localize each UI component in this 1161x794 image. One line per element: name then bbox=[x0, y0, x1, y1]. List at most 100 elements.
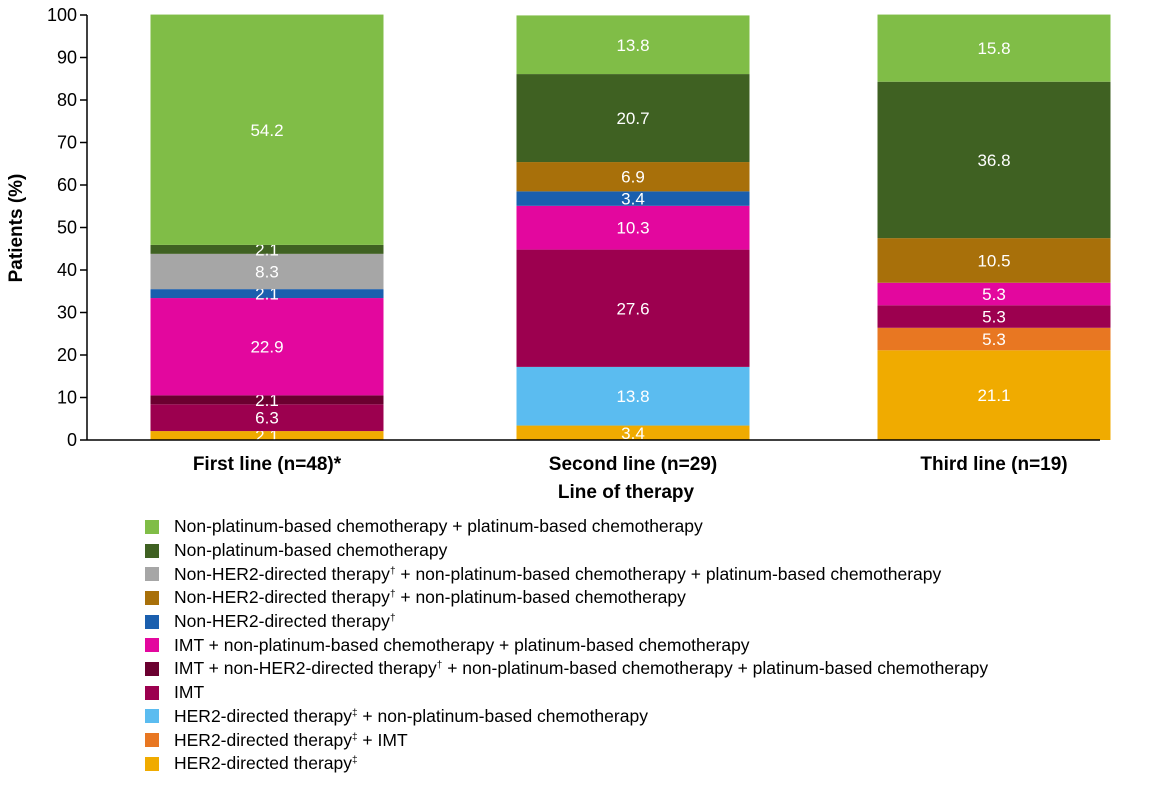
bars: 2.16.32.122.92.18.32.154.23.413.827.610.… bbox=[150, 14, 1111, 446]
bar-segment-her2 bbox=[877, 350, 1111, 440]
legend: Non-platinum-based chemotherapy + platin… bbox=[145, 515, 988, 776]
legend-label: Non-platinum-based chemotherapy + platin… bbox=[174, 516, 703, 537]
y-axis-title: Patients (%) bbox=[6, 174, 27, 283]
data-label: 15.8 bbox=[977, 39, 1010, 58]
data-label: 2.1 bbox=[255, 240, 279, 259]
bar-segment-nonplat bbox=[877, 81, 1111, 239]
bar-segment-nonplat_plat bbox=[150, 14, 384, 245]
bar-segment-nonplat bbox=[516, 74, 750, 163]
legend-label: IMT bbox=[174, 682, 205, 703]
legend-item-nonher2: Non-HER2-directed therapy† bbox=[145, 610, 988, 634]
data-label: 10.5 bbox=[977, 251, 1010, 270]
data-label: 3.4 bbox=[621, 424, 645, 443]
data-label: 36.8 bbox=[977, 151, 1010, 170]
legend-swatch bbox=[145, 685, 159, 700]
bar-segment-her2 bbox=[516, 425, 750, 440]
legend-swatch bbox=[145, 638, 159, 653]
legend-label: Non-HER2-directed therapy† + non-platinu… bbox=[174, 587, 686, 608]
bar-segment-nonplat_plat bbox=[877, 14, 1111, 82]
legend-label: HER2-directed therapy‡ + non-platinum-ba… bbox=[174, 705, 648, 726]
data-label: 2.1 bbox=[255, 427, 279, 446]
legend-item-nonher2_nonplat_plat: Non-HER2-directed therapy† + non-platinu… bbox=[145, 562, 988, 586]
bar-segment-her2_imt bbox=[877, 327, 1111, 351]
data-label: 10.3 bbox=[616, 219, 649, 238]
legend-swatch bbox=[145, 709, 159, 724]
data-label: 54.2 bbox=[250, 121, 283, 140]
legend-swatch bbox=[145, 733, 159, 748]
data-label: 13.8 bbox=[616, 387, 649, 406]
legend-swatch bbox=[145, 543, 159, 558]
bar-segment-nonplat bbox=[150, 244, 384, 254]
legend-label: HER2-directed therapy‡ bbox=[174, 753, 358, 774]
bar-segment-imt_nonplat_plat bbox=[150, 298, 384, 396]
data-label: 5.3 bbox=[982, 285, 1006, 304]
y-tick-label: 90 bbox=[57, 48, 77, 68]
data-label: 6.3 bbox=[255, 409, 279, 428]
legend-item-her2: HER2-directed therapy‡ bbox=[145, 752, 988, 776]
data-label: 13.8 bbox=[616, 36, 649, 55]
bar-segment-imt bbox=[877, 305, 1111, 328]
data-label: 27.6 bbox=[616, 299, 649, 318]
legend-item-imt_nonher2_nonplat_plat: IMT + non-HER2-directed therapy† + non-p… bbox=[145, 657, 988, 681]
y-tick-label: 10 bbox=[57, 388, 77, 408]
x-category-label: First line (n=48)* bbox=[193, 454, 342, 475]
legend-swatch bbox=[145, 661, 159, 676]
data-label: 21.1 bbox=[977, 386, 1010, 405]
bar-segment-her2_nonplat bbox=[516, 366, 750, 426]
y-tick-label: 50 bbox=[57, 218, 77, 238]
legend-item-nonplat: Non-platinum-based chemotherapy bbox=[145, 539, 988, 563]
y-tick-label: 100 bbox=[47, 5, 77, 25]
y-axis: 0 10 20 30 40 50 60 70 80 90 100 bbox=[47, 5, 88, 450]
bar-segment-nonher2_nonplat_plat bbox=[150, 253, 384, 290]
y-tick-label: 20 bbox=[57, 345, 77, 365]
data-label: 6.9 bbox=[621, 168, 645, 187]
data-label: 22.9 bbox=[250, 338, 283, 357]
legend-label: HER2-directed therapy‡ + IMT bbox=[174, 729, 408, 750]
bar-segment-nonplat_plat bbox=[516, 15, 750, 75]
x-category-label: Third line (n=19) bbox=[920, 454, 1067, 475]
legend-swatch bbox=[145, 590, 159, 605]
bar-segment-imt_nonplat_plat bbox=[877, 282, 1111, 306]
x-axis-title: Line of therapy bbox=[558, 482, 695, 503]
bar-segment-nonher2 bbox=[150, 289, 384, 299]
bar-segment-imt_nonplat_plat bbox=[516, 205, 750, 250]
y-tick-label: 0 bbox=[67, 430, 77, 450]
y-tick-label: 40 bbox=[57, 260, 77, 280]
y-tick-label: 60 bbox=[57, 175, 77, 195]
data-label: 2.1 bbox=[255, 285, 279, 304]
y-tick-label: 30 bbox=[57, 303, 77, 323]
legend-item-nonplat_plat: Non-platinum-based chemotherapy + platin… bbox=[145, 515, 988, 539]
legend-label: IMT + non-platinum-based chemotherapy + … bbox=[174, 634, 750, 655]
bar-segment-nonher2_nonplat bbox=[516, 162, 750, 192]
bar-segment-imt bbox=[516, 249, 750, 367]
legend-swatch bbox=[145, 519, 159, 534]
data-label: 2.1 bbox=[255, 391, 279, 410]
legend-item-nonher2_nonplat: Non-HER2-directed therapy† + non-platinu… bbox=[145, 586, 988, 610]
data-label: 20.7 bbox=[616, 109, 649, 128]
legend-item-her2_imt: HER2-directed therapy‡ + IMT bbox=[145, 728, 988, 752]
legend-item-her2_nonplat: HER2-directed therapy‡ + non-platinum-ba… bbox=[145, 705, 988, 729]
bar-segment-nonher2_nonplat bbox=[877, 238, 1111, 283]
data-label: 5.3 bbox=[982, 308, 1006, 327]
y-tick-label: 70 bbox=[57, 133, 77, 153]
legend-item-imt: IMT bbox=[145, 681, 988, 705]
legend-swatch bbox=[145, 756, 159, 771]
y-tick-label: 80 bbox=[57, 90, 77, 110]
bar-segment-nonher2 bbox=[516, 191, 750, 206]
legend-label: Non-HER2-directed therapy† bbox=[174, 611, 396, 632]
legend-label: Non-platinum-based chemotherapy bbox=[174, 540, 448, 561]
legend-swatch bbox=[145, 614, 159, 629]
bar-segment-her2 bbox=[150, 431, 384, 440]
legend-label: Non-HER2-directed therapy† + non-platinu… bbox=[174, 563, 942, 584]
x-category-label: Second line (n=29) bbox=[549, 454, 717, 475]
bar-segment-imt_nonher2_nonplat_plat bbox=[150, 395, 384, 405]
legend-item-imt_nonplat_plat: IMT + non-platinum-based chemotherapy + … bbox=[145, 633, 988, 657]
data-label: 3.4 bbox=[621, 190, 645, 209]
legend-swatch bbox=[145, 567, 159, 582]
bar-segment-imt bbox=[150, 404, 384, 432]
data-label: 5.3 bbox=[982, 330, 1006, 349]
data-label: 8.3 bbox=[255, 262, 279, 281]
legend-label: IMT + non-HER2-directed therapy† + non-p… bbox=[174, 658, 989, 679]
x-axis: First line (n=48)* Second line (n=29) Thir… bbox=[87, 439, 1100, 475]
